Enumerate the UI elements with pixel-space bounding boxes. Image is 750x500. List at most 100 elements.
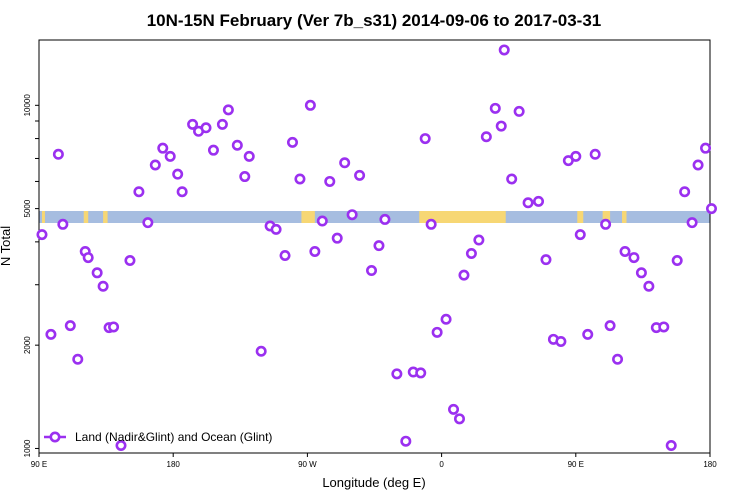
data-point (164, 150, 176, 162)
data-point (415, 367, 427, 379)
data-point (294, 173, 306, 185)
data-point (671, 254, 683, 266)
x-tick-label: 90 W (298, 460, 317, 469)
data-point (255, 345, 267, 357)
data-point (207, 144, 219, 156)
data-point (473, 234, 485, 246)
y-tick-label: 10000 (23, 94, 32, 117)
data-point (628, 252, 640, 264)
data-point (216, 118, 228, 130)
data-point (679, 186, 691, 198)
data-point (72, 353, 84, 365)
data-point (465, 247, 477, 259)
data-point (570, 150, 582, 162)
x-tick-label: 0 (439, 460, 444, 469)
data-point (64, 320, 76, 332)
data-point (582, 328, 594, 340)
data-point (222, 104, 234, 116)
data-point (346, 209, 358, 221)
data-point (124, 254, 136, 266)
data-point (686, 217, 698, 229)
data-point (431, 326, 443, 338)
data-point (700, 142, 712, 154)
data-point (480, 131, 492, 143)
data-point (419, 133, 431, 145)
land-ocean-band (39, 211, 710, 223)
data-point (279, 250, 291, 262)
data-point (522, 197, 534, 209)
data-point (453, 413, 465, 425)
ocean-band (39, 211, 710, 223)
plot-frame (38, 39, 711, 454)
data-point (176, 186, 188, 198)
y-axis: 1000 2000 5000 10000 (23, 94, 39, 457)
data-point (108, 321, 120, 333)
data-point (324, 175, 336, 187)
data-point (540, 254, 552, 266)
data-point (200, 122, 212, 134)
data-point (458, 269, 470, 281)
land-band-segment (577, 211, 584, 223)
data-point (187, 118, 199, 130)
data-point (589, 148, 601, 160)
data-point (286, 136, 298, 148)
data-point (665, 440, 677, 452)
data-point (309, 245, 321, 257)
y-tick-label: 5000 (23, 199, 32, 217)
data-point (495, 120, 507, 132)
land-band-segment (622, 211, 627, 223)
data-point (658, 321, 670, 333)
data-point (97, 280, 109, 292)
legend-label: Land (Nadir&Glint) and Ocean (Glint) (75, 430, 272, 444)
data-point (379, 213, 391, 225)
data-point (133, 186, 145, 198)
y-tick-label: 1000 (23, 439, 32, 457)
data-point (489, 102, 501, 114)
data-point (243, 150, 255, 162)
data-point (45, 328, 57, 340)
data-point (57, 218, 69, 230)
y-tick-label: 2000 (23, 336, 32, 354)
data-points (36, 44, 717, 452)
data-point (604, 320, 616, 332)
data-point (339, 157, 351, 169)
data-point (52, 148, 64, 160)
data-point (142, 217, 154, 229)
land-band-segment (41, 211, 45, 223)
data-point (498, 44, 510, 56)
data-point (391, 368, 403, 380)
data-point (600, 218, 612, 230)
x-tick-label: 180 (167, 460, 181, 469)
data-point (36, 229, 48, 241)
legend-marker-swatch (49, 431, 61, 443)
data-point (574, 229, 586, 241)
data-point (425, 218, 437, 230)
data-point (157, 142, 169, 154)
legend: Land (Nadir&Glint) and Ocean (Glint) (44, 430, 272, 444)
data-point (635, 267, 647, 279)
data-point (366, 265, 378, 277)
data-point (270, 223, 282, 235)
data-point (354, 169, 366, 181)
data-point (705, 203, 717, 215)
data-point (400, 435, 412, 447)
data-point (555, 335, 567, 347)
x-tick-label: 180 (703, 460, 717, 469)
data-point (506, 173, 518, 185)
x-axis: 90 E 180 90 W 0 90 E 180 (31, 453, 717, 469)
data-point (373, 240, 385, 252)
data-point (115, 440, 127, 452)
data-point (612, 353, 624, 365)
data-point (533, 195, 545, 207)
data-point (304, 99, 316, 111)
data-point (82, 252, 94, 264)
data-point (231, 139, 243, 151)
data-point (643, 280, 655, 292)
land-band-segment (419, 211, 506, 223)
x-axis-label: Longitude (deg E) (322, 475, 425, 490)
data-point (316, 215, 328, 227)
land-band-segment (602, 211, 611, 223)
data-point (513, 105, 525, 117)
y-axis-label: N Total (0, 226, 13, 266)
